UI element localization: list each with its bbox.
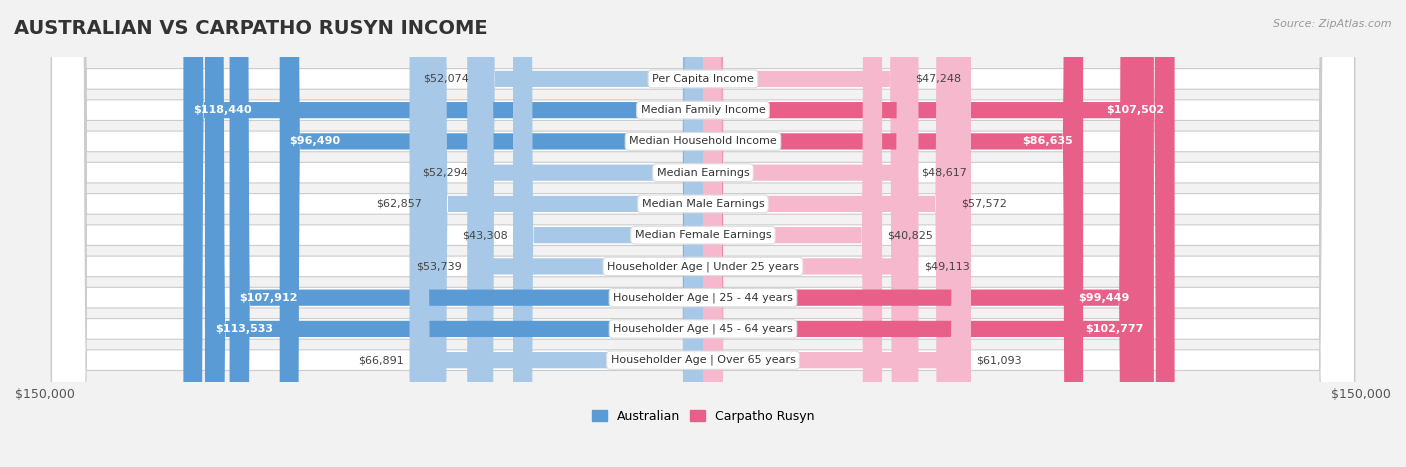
Text: $52,294: $52,294 — [422, 168, 468, 177]
Text: $53,739: $53,739 — [416, 262, 463, 271]
FancyBboxPatch shape — [52, 0, 1354, 467]
FancyBboxPatch shape — [205, 0, 703, 467]
Text: $47,248: $47,248 — [915, 74, 962, 84]
FancyBboxPatch shape — [52, 0, 1354, 467]
Text: $107,502: $107,502 — [1107, 105, 1164, 115]
Text: Median Household Income: Median Household Income — [628, 136, 778, 147]
FancyBboxPatch shape — [703, 0, 910, 467]
Text: Householder Age | Over 65 years: Householder Age | Over 65 years — [610, 355, 796, 365]
Text: Median Family Income: Median Family Income — [641, 105, 765, 115]
Text: Householder Age | 45 - 64 years: Householder Age | 45 - 64 years — [613, 324, 793, 334]
Text: Per Capita Income: Per Capita Income — [652, 74, 754, 84]
FancyBboxPatch shape — [52, 0, 1354, 467]
Text: Median Male Earnings: Median Male Earnings — [641, 199, 765, 209]
FancyBboxPatch shape — [52, 0, 1354, 467]
FancyBboxPatch shape — [52, 0, 1354, 467]
Text: $49,113: $49,113 — [924, 262, 970, 271]
FancyBboxPatch shape — [280, 0, 703, 467]
Text: AUSTRALIAN VS CARPATHO RUSYN INCOME: AUSTRALIAN VS CARPATHO RUSYN INCOME — [14, 19, 488, 38]
FancyBboxPatch shape — [229, 0, 703, 467]
Text: $40,825: $40,825 — [887, 230, 934, 240]
Text: $102,777: $102,777 — [1085, 324, 1144, 334]
Text: $96,490: $96,490 — [290, 136, 340, 147]
FancyBboxPatch shape — [52, 0, 1354, 467]
Text: $118,440: $118,440 — [193, 105, 252, 115]
FancyBboxPatch shape — [703, 0, 1139, 467]
Text: $66,891: $66,891 — [359, 355, 405, 365]
Legend: Australian, Carpatho Rusyn: Australian, Carpatho Rusyn — [586, 405, 820, 428]
FancyBboxPatch shape — [703, 0, 917, 467]
Text: $52,074: $52,074 — [423, 74, 470, 84]
FancyBboxPatch shape — [703, 0, 1083, 467]
FancyBboxPatch shape — [52, 0, 1354, 467]
FancyBboxPatch shape — [703, 0, 882, 467]
FancyBboxPatch shape — [52, 0, 1354, 467]
Text: $113,533: $113,533 — [215, 324, 273, 334]
FancyBboxPatch shape — [52, 0, 1354, 467]
FancyBboxPatch shape — [703, 0, 956, 467]
FancyBboxPatch shape — [513, 0, 703, 467]
FancyBboxPatch shape — [52, 0, 1354, 467]
Text: Householder Age | Under 25 years: Householder Age | Under 25 years — [607, 261, 799, 272]
FancyBboxPatch shape — [409, 0, 703, 467]
Text: Median Earnings: Median Earnings — [657, 168, 749, 177]
FancyBboxPatch shape — [703, 0, 1174, 467]
Text: Householder Age | 25 - 44 years: Householder Age | 25 - 44 years — [613, 292, 793, 303]
FancyBboxPatch shape — [703, 0, 1154, 467]
FancyBboxPatch shape — [475, 0, 703, 467]
Text: $107,912: $107,912 — [239, 293, 298, 303]
Text: $86,635: $86,635 — [1022, 136, 1073, 147]
Text: $57,572: $57,572 — [960, 199, 1007, 209]
Text: $61,093: $61,093 — [976, 355, 1022, 365]
FancyBboxPatch shape — [427, 0, 703, 467]
FancyBboxPatch shape — [467, 0, 703, 467]
Text: $48,617: $48,617 — [921, 168, 967, 177]
Text: Source: ZipAtlas.com: Source: ZipAtlas.com — [1274, 19, 1392, 28]
Text: $62,857: $62,857 — [375, 199, 422, 209]
FancyBboxPatch shape — [474, 0, 703, 467]
Text: $99,449: $99,449 — [1078, 293, 1129, 303]
FancyBboxPatch shape — [703, 0, 918, 467]
FancyBboxPatch shape — [703, 0, 972, 467]
Text: $43,308: $43,308 — [463, 230, 508, 240]
Text: Median Female Earnings: Median Female Earnings — [634, 230, 772, 240]
FancyBboxPatch shape — [183, 0, 703, 467]
